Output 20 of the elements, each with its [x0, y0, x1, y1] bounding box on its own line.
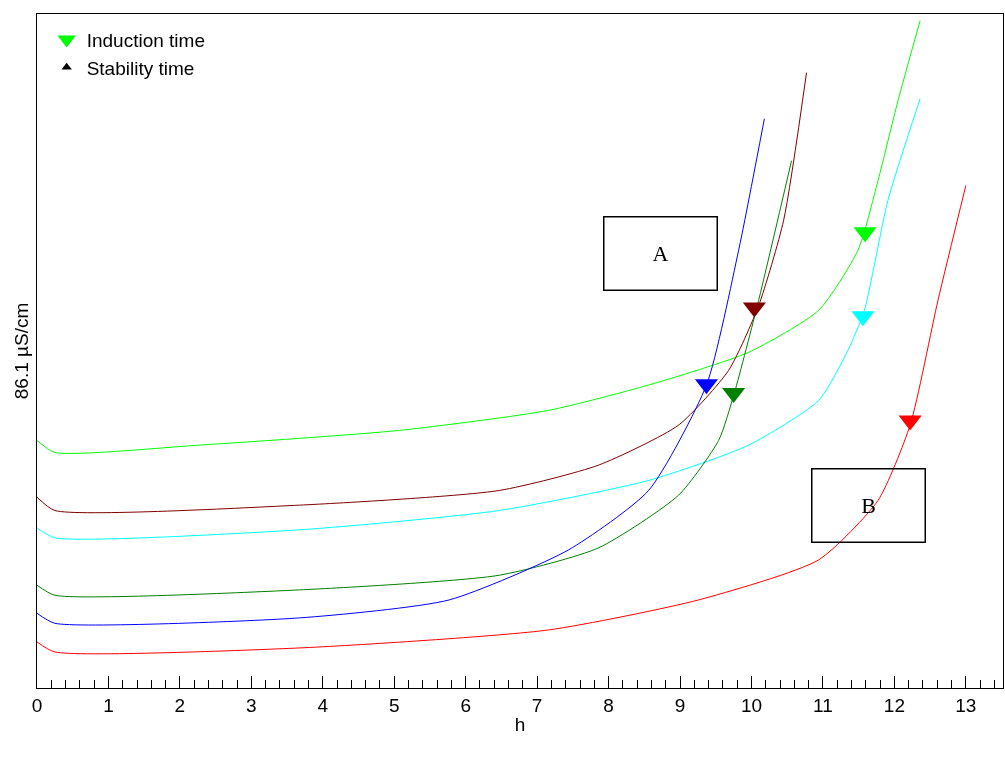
x-tick-label: 6 — [460, 694, 471, 716]
legend-label: Stability time — [86, 57, 195, 79]
y-axis-title: 86.1 µS/cm — [10, 302, 32, 400]
x-tick-label: 11 — [813, 694, 833, 716]
x-tick-label: 12 — [883, 694, 905, 716]
x-tick-label: 0 — [31, 694, 43, 716]
x-tick-label: 1 — [103, 694, 114, 716]
x-tick-label: 10 — [740, 694, 763, 716]
x-tick-label: 4 — [317, 694, 329, 716]
x-tick-label: 3 — [246, 694, 257, 716]
x-axis-title: h — [514, 713, 526, 735]
x-tick-label: 9 — [674, 694, 686, 716]
x-tick-label: 7 — [531, 694, 543, 716]
annotation: B — [861, 493, 876, 518]
x-tick-label: 2 — [174, 694, 186, 716]
x-tick-label: 13 — [955, 694, 977, 716]
x-tick-label: 8 — [603, 694, 614, 716]
annotation: A — [652, 241, 669, 266]
legend-label: Induction time — [86, 30, 205, 51]
x-tick-label: 5 — [388, 694, 400, 716]
